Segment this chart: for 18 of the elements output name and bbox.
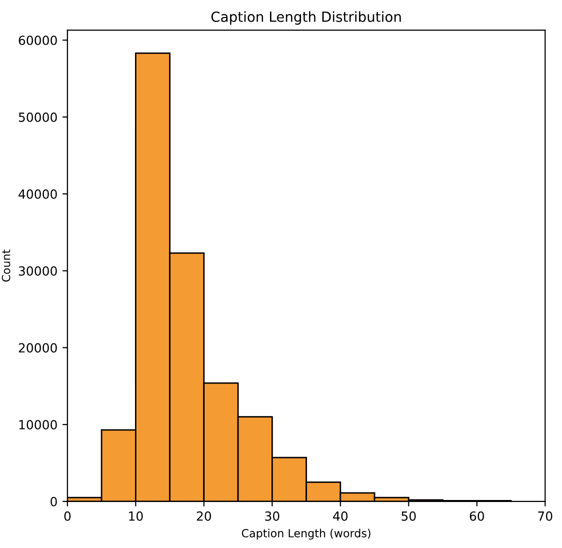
x-tick-label: 10 bbox=[129, 511, 143, 521]
y-axis-title: Count bbox=[2, 250, 10, 282]
x-tick-label: 0 bbox=[64, 511, 71, 521]
y-tick-label: 30000 bbox=[18, 266, 57, 276]
y-tick-label: 0 bbox=[50, 496, 57, 506]
y-tick-label: 20000 bbox=[18, 343, 57, 353]
x-tick-label: 60 bbox=[470, 511, 484, 521]
y-tick-label: 50000 bbox=[18, 112, 57, 122]
y-tick-label: 10000 bbox=[19, 420, 57, 430]
chart-title: Caption Length Distribution bbox=[211, 11, 401, 25]
y-tick-label: 60000 bbox=[18, 36, 57, 46]
x-tick-label: 20 bbox=[196, 511, 212, 521]
x-tick-label: 70 bbox=[538, 511, 552, 521]
x-axis-title: Caption Length (words) bbox=[242, 528, 370, 540]
x-tick-label: 30 bbox=[265, 511, 280, 521]
x-tick-label: 50 bbox=[402, 511, 416, 521]
y-tick-label: 40000 bbox=[18, 189, 57, 199]
x-tick-label: 40 bbox=[333, 511, 348, 521]
